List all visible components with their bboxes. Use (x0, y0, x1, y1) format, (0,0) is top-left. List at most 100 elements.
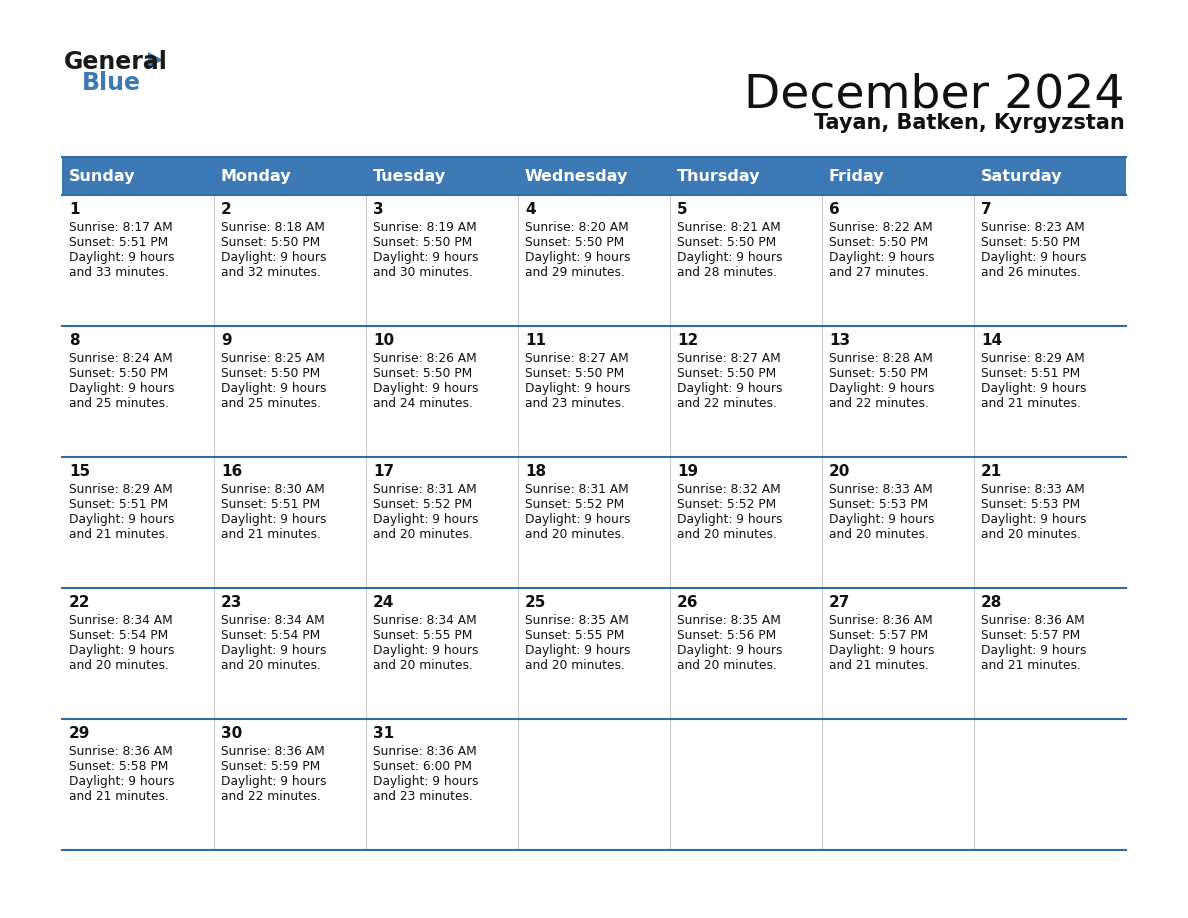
Text: and 21 minutes.: and 21 minutes. (69, 528, 169, 541)
Text: Sunrise: 8:23 AM: Sunrise: 8:23 AM (981, 221, 1085, 234)
Bar (62, 157, 214, 195)
Text: and 25 minutes.: and 25 minutes. (221, 397, 321, 410)
Text: and 20 minutes.: and 20 minutes. (373, 528, 473, 541)
Bar (366, 326, 518, 457)
Text: Daylight: 9 hours: Daylight: 9 hours (69, 644, 175, 657)
Text: Daylight: 9 hours: Daylight: 9 hours (829, 251, 935, 264)
Bar (822, 157, 974, 195)
Text: Sunset: 5:50 PM: Sunset: 5:50 PM (525, 236, 624, 249)
Text: Daylight: 9 hours: Daylight: 9 hours (221, 513, 327, 526)
Text: Sunrise: 8:36 AM: Sunrise: 8:36 AM (69, 745, 172, 758)
Bar (366, 719, 518, 850)
Text: 29: 29 (69, 726, 90, 741)
Bar (518, 588, 670, 719)
Text: Sunset: 5:55 PM: Sunset: 5:55 PM (373, 629, 473, 642)
Text: Sunset: 5:53 PM: Sunset: 5:53 PM (981, 498, 1080, 511)
Text: 16: 16 (221, 464, 242, 479)
Text: and 21 minutes.: and 21 minutes. (829, 659, 929, 672)
Text: Sunset: 5:50 PM: Sunset: 5:50 PM (221, 367, 321, 380)
Text: Sunrise: 8:20 AM: Sunrise: 8:20 AM (525, 221, 628, 234)
Text: 4: 4 (525, 202, 536, 217)
Text: Sunrise: 8:19 AM: Sunrise: 8:19 AM (373, 221, 476, 234)
Text: and 20 minutes.: and 20 minutes. (525, 659, 625, 672)
Bar (822, 588, 974, 719)
Text: Daylight: 9 hours: Daylight: 9 hours (221, 251, 327, 264)
Text: Sunrise: 8:33 AM: Sunrise: 8:33 AM (981, 483, 1085, 496)
Bar (214, 719, 366, 850)
Text: and 23 minutes.: and 23 minutes. (525, 397, 625, 410)
Text: Sunset: 5:53 PM: Sunset: 5:53 PM (829, 498, 928, 511)
Text: Sunset: 5:50 PM: Sunset: 5:50 PM (829, 367, 928, 380)
Text: and 23 minutes.: and 23 minutes. (373, 790, 473, 803)
Text: Daylight: 9 hours: Daylight: 9 hours (981, 382, 1087, 395)
Bar (974, 719, 1126, 850)
Text: and 20 minutes.: and 20 minutes. (677, 528, 777, 541)
Text: Daylight: 9 hours: Daylight: 9 hours (373, 251, 479, 264)
Text: Sunset: 5:50 PM: Sunset: 5:50 PM (373, 236, 473, 249)
Text: and 20 minutes.: and 20 minutes. (221, 659, 321, 672)
Text: Daylight: 9 hours: Daylight: 9 hours (69, 251, 175, 264)
Text: 24: 24 (373, 595, 394, 610)
Bar (670, 157, 822, 195)
Bar (822, 457, 974, 588)
Text: Sunrise: 8:17 AM: Sunrise: 8:17 AM (69, 221, 172, 234)
Text: and 25 minutes.: and 25 minutes. (69, 397, 169, 410)
Text: 22: 22 (69, 595, 90, 610)
Text: Daylight: 9 hours: Daylight: 9 hours (981, 513, 1087, 526)
Text: Daylight: 9 hours: Daylight: 9 hours (221, 775, 327, 788)
Text: Sunrise: 8:36 AM: Sunrise: 8:36 AM (829, 614, 933, 627)
Text: Sunrise: 8:29 AM: Sunrise: 8:29 AM (69, 483, 172, 496)
Text: 14: 14 (981, 333, 1003, 348)
Text: Sunset: 5:50 PM: Sunset: 5:50 PM (525, 367, 624, 380)
Text: Daylight: 9 hours: Daylight: 9 hours (677, 513, 783, 526)
Text: 26: 26 (677, 595, 699, 610)
Bar (822, 326, 974, 457)
Text: 9: 9 (221, 333, 232, 348)
Text: Sunrise: 8:29 AM: Sunrise: 8:29 AM (981, 352, 1085, 365)
Bar (518, 457, 670, 588)
Text: Sunset: 5:52 PM: Sunset: 5:52 PM (677, 498, 776, 511)
Text: General: General (64, 50, 168, 74)
Text: Daylight: 9 hours: Daylight: 9 hours (221, 382, 327, 395)
Text: 11: 11 (525, 333, 546, 348)
Text: Sunset: 5:58 PM: Sunset: 5:58 PM (69, 760, 169, 773)
Text: and 28 minutes.: and 28 minutes. (677, 266, 777, 279)
Bar (214, 195, 366, 326)
Bar (518, 157, 670, 195)
Text: Sunrise: 8:35 AM: Sunrise: 8:35 AM (677, 614, 781, 627)
Text: Sunset: 5:52 PM: Sunset: 5:52 PM (373, 498, 473, 511)
Text: Sunset: 5:55 PM: Sunset: 5:55 PM (525, 629, 625, 642)
Bar (366, 195, 518, 326)
Text: and 22 minutes.: and 22 minutes. (677, 397, 777, 410)
Text: Sunset: 5:50 PM: Sunset: 5:50 PM (981, 236, 1080, 249)
Text: and 24 minutes.: and 24 minutes. (373, 397, 473, 410)
Bar (974, 326, 1126, 457)
Text: Sunset: 5:50 PM: Sunset: 5:50 PM (221, 236, 321, 249)
Text: Sunrise: 8:36 AM: Sunrise: 8:36 AM (221, 745, 324, 758)
Text: 21: 21 (981, 464, 1003, 479)
Text: Sunrise: 8:18 AM: Sunrise: 8:18 AM (221, 221, 324, 234)
Bar (670, 457, 822, 588)
Text: Sunrise: 8:22 AM: Sunrise: 8:22 AM (829, 221, 933, 234)
Text: Sunset: 5:51 PM: Sunset: 5:51 PM (981, 367, 1080, 380)
Text: Daylight: 9 hours: Daylight: 9 hours (525, 644, 631, 657)
Text: and 20 minutes.: and 20 minutes. (69, 659, 169, 672)
Text: Daylight: 9 hours: Daylight: 9 hours (981, 251, 1087, 264)
Text: and 20 minutes.: and 20 minutes. (981, 528, 1081, 541)
Text: and 26 minutes.: and 26 minutes. (981, 266, 1081, 279)
Bar (62, 588, 214, 719)
Text: Saturday: Saturday (981, 169, 1062, 184)
Text: Tayan, Batken, Kyrgyzstan: Tayan, Batken, Kyrgyzstan (814, 113, 1125, 133)
Text: 28: 28 (981, 595, 1003, 610)
Text: Sunset: 6:00 PM: Sunset: 6:00 PM (373, 760, 472, 773)
Bar (366, 588, 518, 719)
Text: and 30 minutes.: and 30 minutes. (373, 266, 473, 279)
Text: Sunrise: 8:25 AM: Sunrise: 8:25 AM (221, 352, 324, 365)
Text: Sunrise: 8:27 AM: Sunrise: 8:27 AM (525, 352, 628, 365)
Text: December 2024: December 2024 (745, 72, 1125, 117)
Text: Wednesday: Wednesday (525, 169, 628, 184)
Text: and 21 minutes.: and 21 minutes. (221, 528, 321, 541)
Bar (62, 195, 214, 326)
Text: Daylight: 9 hours: Daylight: 9 hours (525, 382, 631, 395)
Text: Sunrise: 8:30 AM: Sunrise: 8:30 AM (221, 483, 324, 496)
